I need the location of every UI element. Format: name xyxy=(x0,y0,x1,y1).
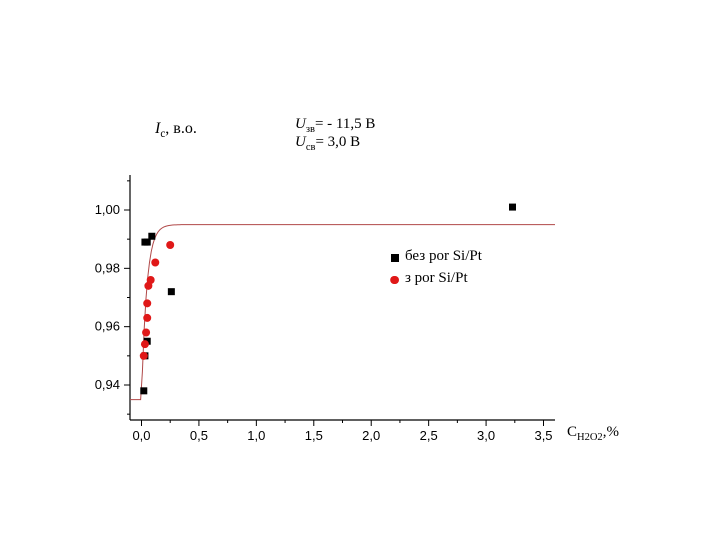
annotation-uzv: Uзв= - 11,5 В xyxy=(295,116,375,135)
legend-label-bez: без por Si/Pt xyxy=(405,248,482,265)
y-axis-label: Ic, в.о. xyxy=(155,120,197,140)
x-axis-label: CH2O2,% xyxy=(567,424,619,443)
legend-label-z: з por Si/Pt xyxy=(405,270,468,287)
annotation-usv: Uсв= 3,0 В xyxy=(295,134,360,153)
